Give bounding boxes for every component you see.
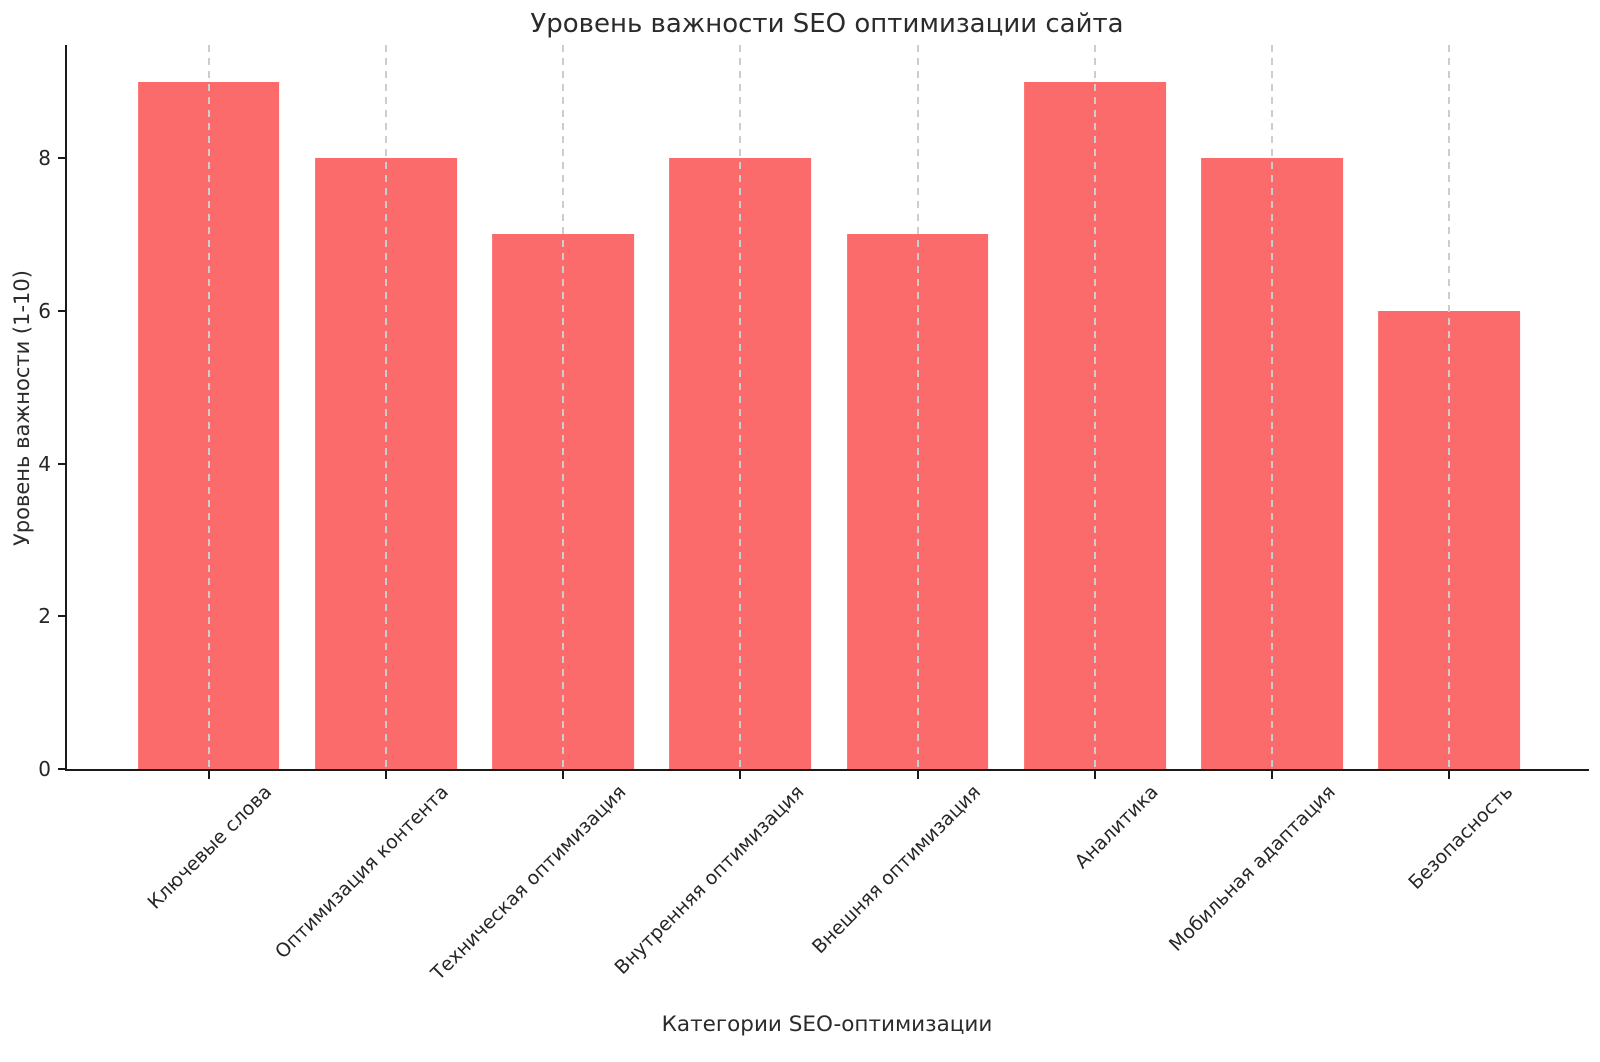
gridline (1448, 45, 1451, 769)
x-tick (916, 769, 919, 779)
y-tick (58, 462, 67, 465)
bar-group: Ключевые слова (120, 45, 297, 914)
y-tick-label: 4 (38, 451, 51, 476)
x-tick-label: Аналитика (1070, 781, 1163, 873)
y-axis-label: Уровень важности (1-10) (10, 270, 34, 546)
x-tick (207, 769, 210, 779)
y-tick-label: 2 (38, 604, 51, 629)
y-tick-label: 8 (38, 146, 51, 171)
y-tick (58, 157, 67, 160)
x-tick-label: Внутренняя оптимизация (610, 781, 808, 979)
y-tick (58, 768, 67, 770)
y-tick (58, 615, 67, 618)
x-tick-label: Безопасность (1403, 781, 1517, 894)
bars-container: Ключевые слова Оптимизация контента Технич… (67, 45, 1589, 985)
bar-group: Внутренняя оптимизация (610, 45, 829, 979)
bar-group: Внешняя оптимизация (808, 45, 1006, 958)
gridline (1271, 45, 1274, 769)
x-tick (562, 769, 565, 779)
chart-title: Уровень важности SEO оптимизации сайта (530, 9, 1124, 39)
gridline (562, 45, 565, 769)
bar-group: Мобильная адаптация (1165, 45, 1361, 956)
gridline (207, 45, 210, 769)
gridline (1093, 45, 1096, 769)
x-tick (739, 769, 742, 779)
x-tick (1271, 769, 1274, 779)
bar-group: Аналитика (1006, 45, 1183, 873)
x-tick-label: Оптимизация контента (271, 781, 454, 964)
x-tick (1448, 769, 1451, 779)
y-tick-label: 6 (38, 298, 51, 323)
bar-group: Техническая оптимизация (427, 45, 652, 985)
gridline (916, 45, 919, 769)
x-tick-label: Внешняя оптимизация (808, 781, 986, 959)
y-tick-label: 0 (38, 757, 51, 781)
x-tick-label: Мобильная адаптация (1164, 781, 1340, 956)
gridline (739, 45, 742, 769)
gridline (384, 45, 387, 769)
x-tick (1093, 769, 1096, 779)
bar-group: Оптимизация контента (271, 45, 474, 963)
x-tick (384, 769, 387, 779)
x-axis-label: Категории SEO-оптимизации (661, 1012, 993, 1037)
y-tick (58, 309, 67, 312)
plot-area: 0 2 4 6 8 Ключевые слова Оптимизация контента… (38, 45, 1589, 985)
x-tick-label: Техническая оптимизация (427, 781, 631, 985)
bar-group: Безопасность (1361, 45, 1538, 894)
x-tick-label: Ключевые слова (143, 781, 277, 914)
